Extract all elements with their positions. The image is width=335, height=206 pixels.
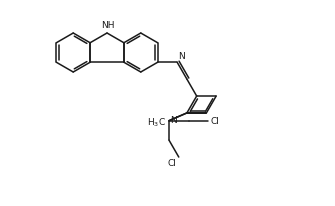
Text: N: N: [170, 116, 177, 125]
Text: Cl: Cl: [168, 158, 177, 167]
Text: Cl: Cl: [210, 117, 219, 125]
Text: H$_3$C: H$_3$C: [147, 116, 166, 128]
Text: N: N: [178, 52, 185, 61]
Text: NH: NH: [101, 21, 115, 30]
